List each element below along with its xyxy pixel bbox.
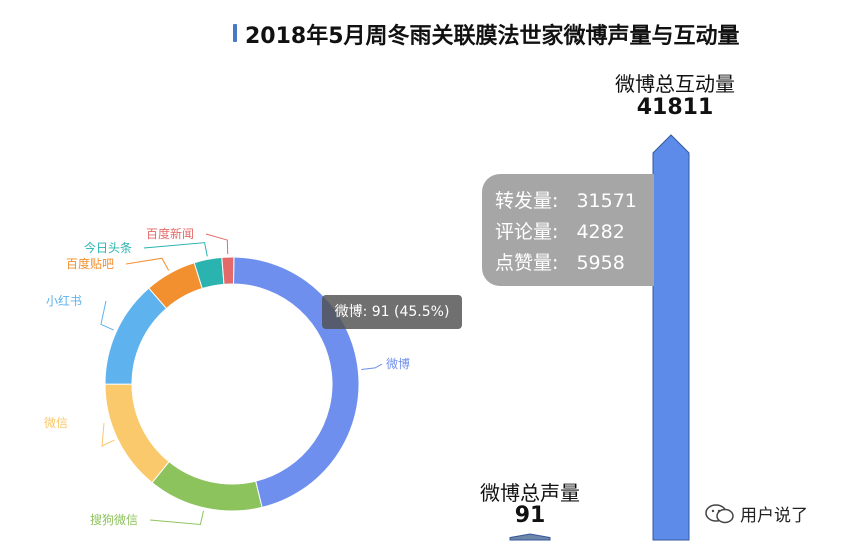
interaction-breakdown-callout: 转发量: 31571 评论量: 4282 点赞量: 5958: [482, 174, 654, 286]
repost-value: 31571: [576, 190, 637, 212]
donut-slice-label: 微信: [44, 416, 68, 430]
title-accent-bar: [233, 24, 237, 42]
total-interaction-value: 41811: [636, 95, 714, 120]
like-row: 点赞量: 5958: [495, 248, 625, 275]
chart-title: 2018年5月周冬雨关联膜法世家微博声量与互动量: [245, 24, 740, 49]
donut-slice-label: 微博: [386, 356, 410, 371]
total-interaction-label: 微博总互动量: [615, 72, 735, 96]
repost-label: 转发量:: [495, 190, 559, 212]
donut-leader-line: [143, 242, 208, 257]
comment-row: 评论量: 4282: [495, 217, 625, 244]
donut-slice-label: 百度新闻: [146, 226, 194, 241]
watermark-text: 用户说了: [740, 506, 808, 526]
wechat-icon: [705, 504, 734, 524]
donut-slice-label: 今日头条: [84, 240, 132, 255]
donut-leader-line: [125, 257, 170, 271]
donut-slice-label: 百度贴吧: [66, 256, 114, 271]
like-value: 5958: [576, 252, 625, 274]
donut-leader-line: [100, 300, 114, 331]
donut-leader-line: [205, 233, 229, 255]
repost-row: 转发量: 31571: [495, 186, 637, 213]
total-volume-value: 91: [514, 503, 546, 528]
donut-tooltip: 微博: 91 (45.5%): [322, 295, 462, 329]
donut-slice-label: 小红书: [46, 293, 82, 308]
donut-slice-label: 搜狗微信: [90, 512, 138, 527]
total-volume-label: 微博总声量: [480, 481, 580, 505]
donut-leader-line: [101, 422, 115, 447]
comment-label: 评论量:: [495, 221, 559, 243]
donut-leader-line: [361, 363, 383, 370]
donut-slice[interactable]: [221, 256, 235, 285]
donut-leader-line: [149, 510, 204, 526]
like-label: 点赞量:: [495, 252, 559, 274]
volume-bar[interactable]: [652, 134, 690, 541]
comment-value: 4282: [576, 221, 625, 243]
volume-bar[interactable]: [509, 533, 551, 541]
